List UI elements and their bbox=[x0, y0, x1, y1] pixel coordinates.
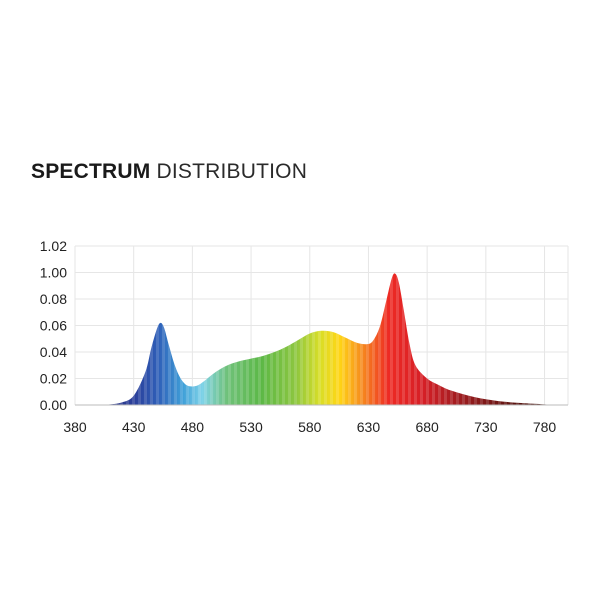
spectrum-area-stripes bbox=[75, 273, 557, 405]
y-tick-label: 1.00 bbox=[40, 265, 67, 281]
x-tick-label: 430 bbox=[122, 419, 146, 435]
chart-title-bold: SPECTRUM bbox=[31, 160, 151, 183]
x-tick-label: 480 bbox=[181, 419, 205, 435]
y-tick-label: 0.00 bbox=[40, 397, 67, 413]
spectrum-area-group bbox=[75, 273, 557, 405]
x-tick-label: 730 bbox=[474, 419, 498, 435]
y-tick-label: 0.04 bbox=[40, 344, 67, 360]
y-tick-label: 0.02 bbox=[40, 371, 67, 387]
x-tick-label: 530 bbox=[239, 419, 263, 435]
y-tick-label: 0.06 bbox=[40, 318, 67, 334]
x-tick-label: 780 bbox=[533, 419, 557, 435]
x-tick-label: 380 bbox=[63, 419, 87, 435]
x-tick-label: 630 bbox=[357, 419, 381, 435]
axes: 0.00 0.02 0.04 0.06 0.08 1.00 1.02 380 430 480 530… bbox=[40, 238, 568, 435]
x-tick-label: 580 bbox=[298, 419, 322, 435]
chart-title-light: DISTRIBUTION bbox=[156, 160, 308, 183]
y-tick-label: 1.02 bbox=[40, 238, 67, 254]
x-tick-label: 680 bbox=[415, 419, 439, 435]
y-tick-label: 0.08 bbox=[40, 291, 67, 307]
chart-title: SPECTRUM DISTRIBUTION bbox=[31, 160, 307, 184]
